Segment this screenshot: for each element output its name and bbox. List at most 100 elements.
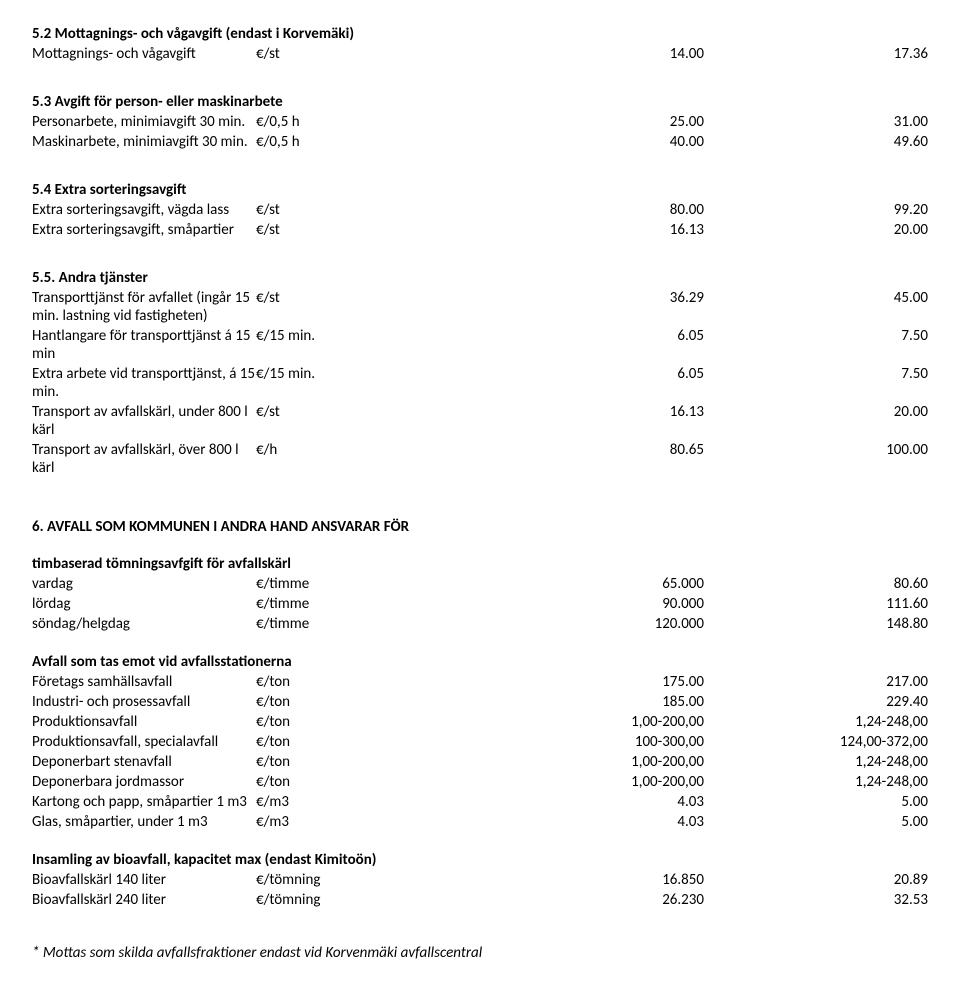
cell-v1: 90.000 bbox=[480, 594, 704, 614]
subheading: Insamling av bioavfall, kapacitet max (e… bbox=[32, 850, 928, 870]
section-5-2: 5.2 Mottagnings- och vågavgift (endast i… bbox=[32, 24, 928, 64]
table-row: Transporttjänst för avfallet (ingår 15 m… bbox=[32, 288, 928, 326]
cell-unit: €/h bbox=[256, 440, 480, 478]
cell-v1: 185.00 bbox=[480, 692, 704, 712]
row-heading: 5.2 Mottagnings- och vågavgift (endast i… bbox=[32, 24, 928, 44]
table-row: Deponerbara jordmassor€/ton1,00-200,001,… bbox=[32, 772, 928, 792]
cell-desc: Deponerbara jordmassor bbox=[32, 772, 256, 792]
table-row: Extra sorteringsavgift, vägda lass €/st … bbox=[32, 200, 928, 220]
cell-unit: €/0,5 h bbox=[256, 112, 480, 132]
cell-v2: 111.60 bbox=[704, 594, 928, 614]
cell-desc: Glas, småpartier, under 1 m3 bbox=[32, 812, 256, 832]
cell-unit: €/ton bbox=[256, 712, 480, 732]
cell-unit: €/tömning bbox=[256, 890, 480, 910]
heading: 5.5. Andra tjänster bbox=[32, 268, 928, 288]
cell-v1: 14.00 bbox=[480, 44, 704, 64]
cell-unit: €/ton bbox=[256, 672, 480, 692]
cell-unit: €/m3 bbox=[256, 792, 480, 812]
cell-v1: 16.850 bbox=[480, 870, 704, 890]
cell-unit: €/timme bbox=[256, 614, 480, 634]
cell-v1: 6.05 bbox=[480, 364, 704, 402]
cell-v2: 20.00 bbox=[704, 402, 928, 440]
table-row: Personarbete, minimiavgift 30 min. €/0,5… bbox=[32, 112, 928, 132]
cell-desc: vardag bbox=[32, 574, 256, 594]
cell-v1: 1,00-200,00 bbox=[480, 712, 704, 732]
cell-v2: 45.00 bbox=[704, 288, 928, 326]
cell-unit: €/tömning bbox=[256, 870, 480, 890]
cell-desc: Personarbete, minimiavgift 30 min. bbox=[32, 112, 256, 132]
table-row: Mottagnings- och vågavgift €/st 14.00 17… bbox=[32, 44, 928, 64]
cell-v2: 5.00 bbox=[704, 812, 928, 832]
table-row: Maskinarbete, minimiavgift 30 min. €/0,5… bbox=[32, 132, 928, 152]
cell-desc: Extra arbete vid transporttjänst, á 15 m… bbox=[32, 364, 256, 402]
cell-unit: €/ton bbox=[256, 772, 480, 792]
cell-v2: 5.00 bbox=[704, 792, 928, 812]
cell-v1: 100-300,00 bbox=[480, 732, 704, 752]
cell-desc: söndag/helgdag bbox=[32, 614, 256, 634]
cell-v2: 20.89 bbox=[704, 870, 928, 890]
table-row: Transport av avfallskärl, över 800 l kär… bbox=[32, 440, 928, 478]
cell-v1: 65.000 bbox=[480, 574, 704, 594]
cell-desc: Transporttjänst för avfallet (ingår 15 m… bbox=[32, 288, 256, 326]
cell-v1: 6.05 bbox=[480, 326, 704, 364]
section-6: 6. AVFALL SOM KOMMUNEN I ANDRA HAND ANSV… bbox=[32, 518, 928, 910]
table-6-stations: Avfall som tas emot vid avfallsstationer… bbox=[32, 652, 928, 832]
cell-v1: 120.000 bbox=[480, 614, 704, 634]
cell-desc: Maskinarbete, minimiavgift 30 min. bbox=[32, 132, 256, 152]
cell-desc: Mottagnings- och vågavgift bbox=[32, 44, 256, 64]
cell-unit: €/st bbox=[256, 220, 480, 240]
cell-v1: 1,00-200,00 bbox=[480, 752, 704, 772]
cell-v1: 25.00 bbox=[480, 112, 704, 132]
cell-desc: Produktionsavfall bbox=[32, 712, 256, 732]
cell-v2: 1,24-248,00 bbox=[704, 772, 928, 792]
cell-v1: 40.00 bbox=[480, 132, 704, 152]
cell-v2: 7.50 bbox=[704, 364, 928, 402]
table-row: Hantlangare för transporttjänst á 15 min… bbox=[32, 326, 928, 364]
cell-unit: €/st bbox=[256, 200, 480, 220]
table-6-time: timbaserad tömningsavfgift för avfallskä… bbox=[32, 554, 928, 634]
cell-v1: 26.230 bbox=[480, 890, 704, 910]
cell-desc: Bioavfallskärl 140 liter bbox=[32, 870, 256, 890]
cell-desc: Hantlangare för transporttjänst á 15 min bbox=[32, 326, 256, 364]
cell-desc: Extra sorteringsavgift, vägda lass bbox=[32, 200, 256, 220]
cell-v1: 80.00 bbox=[480, 200, 704, 220]
cell-v2: 99.20 bbox=[704, 200, 928, 220]
table-row: Industri- och prosessavfall€/ton185.0022… bbox=[32, 692, 928, 712]
table-row: Kartong och papp, småpartier 1 m3€/m34.0… bbox=[32, 792, 928, 812]
cell-v2: 1,24-248,00 bbox=[704, 712, 928, 732]
cell-desc: Företags samhällsavfall bbox=[32, 672, 256, 692]
table-52: 5.2 Mottagnings- och vågavgift (endast i… bbox=[32, 24, 928, 64]
table-row: Extra sorteringsavgift, småpartier €/st … bbox=[32, 220, 928, 240]
cell-v1: 16.13 bbox=[480, 402, 704, 440]
table-row: vardag €/timme 65.000 80.60 bbox=[32, 574, 928, 594]
cell-v2: 80.60 bbox=[704, 574, 928, 594]
cell-desc: lördag bbox=[32, 594, 256, 614]
cell-desc: Kartong och papp, småpartier 1 m3 bbox=[32, 792, 256, 812]
cell-unit: €/st bbox=[256, 288, 480, 326]
table-row: söndag/helgdag €/timme 120.000 148.80 bbox=[32, 614, 928, 634]
cell-unit: €/15 min. bbox=[256, 326, 480, 364]
cell-v1: 4.03 bbox=[480, 812, 704, 832]
cell-desc: Deponerbart stenavfall bbox=[32, 752, 256, 772]
table-row: Deponerbart stenavfall€/ton1,00-200,001,… bbox=[32, 752, 928, 772]
cell-v2: 148.80 bbox=[704, 614, 928, 634]
table-row: lördag €/timme 90.000 111.60 bbox=[32, 594, 928, 614]
table-53: 5.3 Avgift för person- eller maskinarbet… bbox=[32, 92, 928, 152]
cell-desc: Transport av avfallskärl, under 800 l kä… bbox=[32, 402, 256, 440]
table-row: Transport av avfallskärl, under 800 l kä… bbox=[32, 402, 928, 440]
cell-v2: 7.50 bbox=[704, 326, 928, 364]
cell-v2: 229.40 bbox=[704, 692, 928, 712]
cell-v2: 100.00 bbox=[704, 440, 928, 478]
cell-v2: 49.60 bbox=[704, 132, 928, 152]
cell-unit: €/ton bbox=[256, 752, 480, 772]
cell-unit: €/ton bbox=[256, 732, 480, 752]
cell-v2: 20.00 bbox=[704, 220, 928, 240]
footnote: * Mottas som skilda avfallsfraktioner en… bbox=[32, 944, 928, 962]
cell-unit: €/timme bbox=[256, 594, 480, 614]
cell-unit: €/0,5 h bbox=[256, 132, 480, 152]
section-5-5: 5.5. Andra tjänster Transporttjänst för … bbox=[32, 268, 928, 478]
table-row: Produktionsavfall€/ton1,00-200,001,24-24… bbox=[32, 712, 928, 732]
cell-desc: Bioavfallskärl 240 liter bbox=[32, 890, 256, 910]
heading: 5.4 Extra sorteringsavgift bbox=[32, 180, 928, 200]
heading: 5.3 Avgift för person- eller maskinarbet… bbox=[32, 92, 928, 112]
